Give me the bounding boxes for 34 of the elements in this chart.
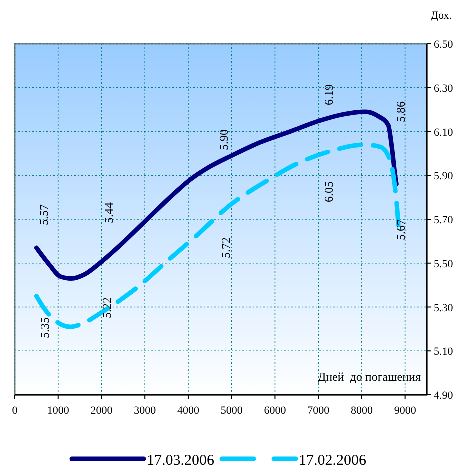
y-tick-label: 5.90 (434, 170, 454, 183)
x-tick-label: 5000 (220, 405, 244, 417)
annotation: 5.22 (100, 298, 114, 318)
x-tick-label: 7000 (308, 405, 330, 417)
annotation: 5.44 (102, 202, 116, 224)
y-tick-label: 6.10 (434, 126, 454, 139)
x-tick-label: 9000 (394, 405, 417, 417)
x-tick-label: 4000 (177, 405, 200, 417)
y-tick-label: 5.70 (434, 214, 454, 226)
legend-label: 17.03.2006 (147, 453, 215, 467)
y-tick-label: 5.30 (434, 302, 454, 314)
x-tick-label: 2000 (90, 405, 114, 417)
annotation: 5.67 (394, 220, 408, 240)
annotation: 6.05 (322, 182, 336, 202)
annotation: 5.35 (38, 318, 52, 338)
x-tick-label: 6000 (264, 405, 287, 417)
annotation: 5.90 (216, 130, 231, 150)
y-tick-label: 4.90 (434, 390, 454, 402)
annotation: 5.86 (394, 102, 408, 122)
annotation: 6.19 (322, 84, 336, 106)
y-tick-label: 5.50 (434, 258, 454, 270)
y-tick-label: 5.10 (434, 346, 454, 358)
annotation: 5.72 (218, 238, 233, 258)
x-tick-label: 3000 (134, 405, 157, 417)
y-tick-label: 6.30 (434, 82, 454, 95)
x-tick-label: 1000 (47, 405, 70, 417)
y-axis-title: Дох. (431, 10, 452, 22)
annotation: 5.57 (36, 204, 51, 226)
x-tick-label: 0 (12, 405, 18, 417)
line-series (34, 110, 399, 281)
x-tick-label: 8000 (350, 405, 374, 417)
legend-label: 17.02.2006 (299, 453, 367, 467)
y-tick-label: 6.50 (434, 39, 454, 51)
x-axis-title: Дней до погашения (318, 370, 422, 384)
